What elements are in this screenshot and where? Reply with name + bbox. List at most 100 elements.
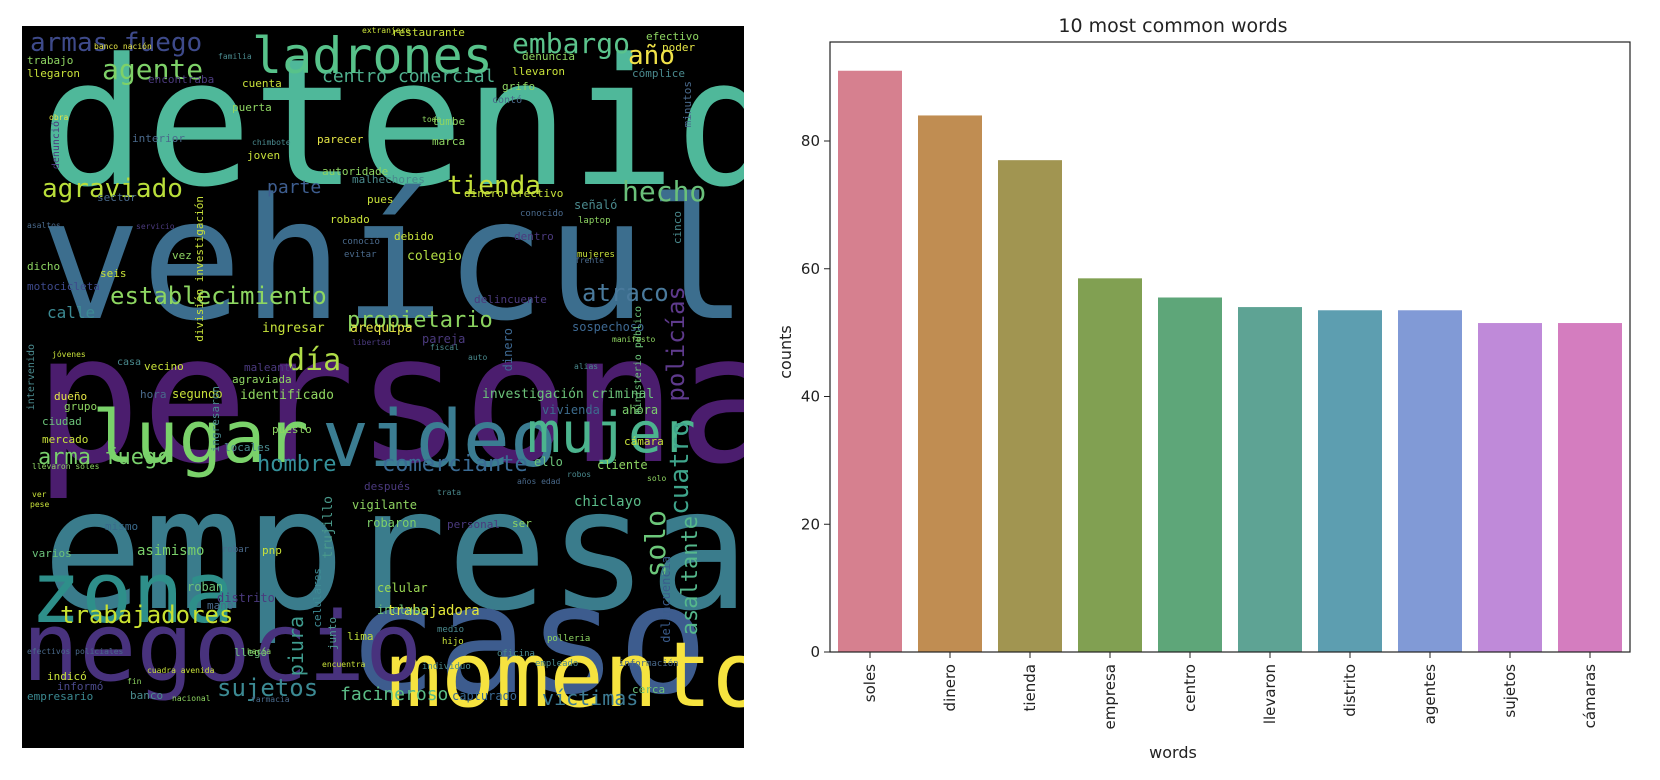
word-cloud-word: parte — [267, 177, 322, 198]
x-tick-label: soles — [861, 664, 879, 702]
word-cloud-word: toda — [422, 115, 442, 124]
word-cloud-word: mano — [207, 599, 234, 612]
word-cloud-word: embargo — [512, 27, 631, 60]
word-cloud-word: ello — [534, 455, 563, 469]
word-cloud-word: asimismo — [137, 543, 205, 559]
word-cloud-word: ser — [512, 517, 532, 530]
word-cloud-word: agraviado — [42, 174, 183, 204]
word-cloud-word: encontraba — [148, 73, 215, 86]
word-cloud-word: identificado — [240, 388, 334, 403]
word-cloud-word: delincuente — [474, 293, 547, 306]
word-cloud-word: llegó — [234, 646, 268, 659]
word-cloud-word: capturado — [452, 689, 518, 703]
word-cloud-word: sujetos — [217, 674, 319, 702]
y-axis-label: counts — [776, 325, 795, 378]
word-cloud-word: restaurante — [392, 26, 465, 39]
word-cloud-word: llevaron soles — [32, 462, 100, 471]
word-cloud-word: libertad — [352, 338, 391, 347]
word-cloud-word: mismo — [105, 520, 139, 533]
word-cloud-word: lima — [347, 630, 374, 643]
word-cloud-word: pnp — [262, 544, 282, 557]
word-cloud-word: cuadra avenida — [147, 666, 215, 675]
word-cloud-word: seis — [100, 267, 127, 280]
word-cloud-word: pareja — [422, 332, 466, 346]
word-cloud-word: autoridade — [322, 165, 389, 178]
word-cloud-word: denuncia — [522, 50, 575, 63]
word-cloud-word: hacia — [247, 647, 272, 656]
x-tick-label: cámaras — [1581, 664, 1599, 729]
word-cloud-word: caso — [347, 554, 709, 728]
chart-title: 10 most common words — [1058, 15, 1287, 37]
word-cloud-word: evitar — [344, 250, 377, 260]
word-cloud-word: robar — [222, 545, 250, 555]
word-cloud-word: nacional — [172, 694, 211, 703]
word-cloud-word: parecer — [317, 133, 364, 146]
word-cloud-word: extranjero — [362, 26, 411, 35]
word-cloud-word: servicio — [136, 222, 175, 231]
word-cloud-word: polleria — [547, 634, 591, 644]
word-cloud-word: año — [628, 41, 675, 71]
word-cloud-word: indicó — [47, 670, 87, 683]
word-cloud-word: cuenta — [242, 77, 282, 90]
bar-dinero — [918, 115, 982, 652]
word-cloud-word: casa — [117, 357, 142, 368]
word-cloud-word: debido — [394, 230, 434, 243]
word-cloud-word: joven — [247, 149, 281, 162]
word-cloud-word: tienda — [447, 171, 541, 201]
word-cloud-word: día — [287, 343, 342, 378]
bar-soles — [838, 70, 902, 652]
x-tick-label: dinero — [941, 664, 959, 711]
word-cloud-word: vigilante — [352, 498, 418, 512]
word-cloud: detenidovehículopersonaempresacasomoment… — [22, 26, 744, 748]
word-cloud-word: robado — [330, 213, 370, 226]
word-cloud-word: dentro — [514, 230, 554, 243]
word-cloud-word: dueño — [54, 390, 88, 403]
x-tick-label: llevaron — [1261, 664, 1279, 724]
word-cloud-word: colegio — [407, 249, 462, 264]
bar-llevaron — [1238, 307, 1302, 652]
y-tick-label: 0 — [810, 643, 820, 661]
word-cloud-word: grifo — [502, 80, 536, 93]
word-cloud-word: establecimiento — [110, 282, 327, 310]
bar-tienda — [998, 160, 1062, 652]
word-cloud-word: chimbote — [252, 138, 291, 147]
word-cloud-word: informó — [57, 680, 104, 693]
bar-centro — [1158, 297, 1222, 652]
word-cloud-word: efectivo — [646, 30, 699, 43]
x-tick-label: tienda — [1021, 664, 1039, 712]
x-tick-label: empresa — [1101, 664, 1119, 729]
word-cloud-word: marca — [432, 135, 466, 148]
word-cloud-word: detenido — [40, 26, 744, 226]
word-cloud-word: dinero efectivo — [464, 187, 564, 200]
word-cloud-word: tumbe — [432, 115, 466, 128]
bar-distrito — [1318, 310, 1382, 652]
word-cloud-word: banco nación — [94, 42, 152, 51]
word-cloud-word: cerca — [632, 683, 666, 696]
word-cloud-word: cámara — [624, 435, 664, 448]
y-tick-label: 80 — [801, 132, 820, 150]
word-cloud-word: oficina — [497, 649, 535, 659]
word-cloud-word: ingresar — [262, 321, 325, 336]
word-cloud-word: arma fuego — [38, 445, 171, 470]
word-cloud-word: trabajadores — [60, 601, 234, 629]
word-cloud-word: trata — [437, 488, 462, 497]
bar-empresa — [1078, 278, 1142, 652]
word-cloud-word: empresa — [42, 452, 744, 648]
word-cloud-word: empleado — [535, 659, 579, 669]
word-cloud-word: vivienda — [542, 403, 600, 417]
word-cloud-word: distrito — [217, 591, 275, 605]
word-cloud-word: trabajo — [27, 54, 74, 67]
word-cloud-word: llegaron — [27, 67, 80, 80]
word-cloud-word: varios — [32, 547, 72, 560]
word-cloud-word: video — [322, 395, 557, 485]
y-tick-label: 40 — [801, 388, 820, 406]
word-cloud-word: locales — [224, 441, 271, 454]
word-cloud-word: sector — [97, 191, 137, 204]
word-cloud-word: señaló — [574, 198, 618, 212]
word-cloud-word: frente — [575, 256, 604, 265]
word-cloud-word: años edad — [517, 477, 561, 486]
word-cloud-word: puesto — [272, 423, 312, 436]
word-cloud-word: vez — [172, 249, 192, 262]
word-cloud-word: información — [619, 659, 679, 669]
word-cloud-word: cómplice — [632, 67, 685, 80]
